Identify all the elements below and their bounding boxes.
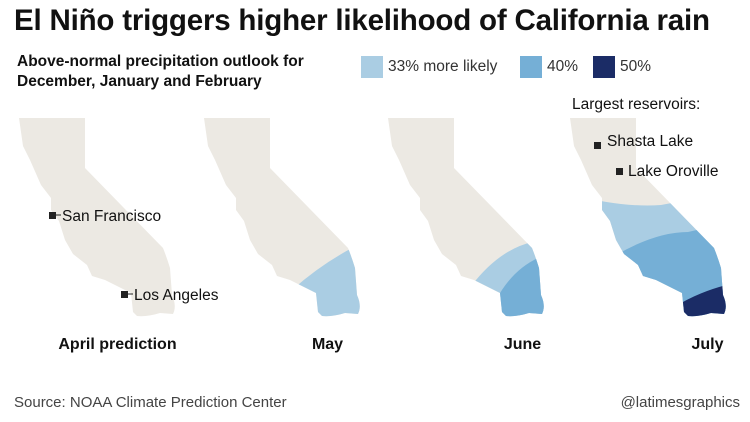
chart-title: El Niño triggers higher likelihood of Ca… — [14, 4, 710, 37]
panel-label-june: June — [503, 336, 542, 353]
city-marker-los-angeles — [121, 291, 128, 298]
legend-label-40: 40% — [547, 58, 579, 75]
map-panel-april: San Francisco Los Angeles — [19, 118, 219, 317]
reservoir-label-oroville: Lake Oroville — [628, 163, 718, 180]
legend-label-50: 50% — [620, 58, 652, 75]
legend-swatch-40 — [520, 56, 542, 78]
panel-label-may: May — [311, 336, 344, 353]
credit-link[interactable]: @latimesgraphics — [620, 394, 740, 411]
legend-swatch-50 — [593, 56, 615, 78]
legend-swatch-33 — [361, 56, 383, 78]
legend-item-50: 50% — [593, 56, 651, 78]
map-panel-july: Shasta Lake Lake Oroville — [570, 118, 726, 317]
map-panel-may — [204, 118, 360, 317]
city-label-los-angeles: Los Angeles — [134, 287, 219, 304]
legend-item-33: 33% more likely — [361, 56, 497, 78]
city-marker-san-francisco — [49, 212, 56, 219]
subtitle-line-1: Above-normal precipitation outlook for — [17, 53, 304, 70]
panel-label-july: July — [691, 336, 724, 353]
source-note: Source: NOAA Climate Prediction Center — [14, 394, 287, 411]
legend-item-40: 40% — [520, 56, 578, 78]
map-panel-june — [388, 118, 544, 317]
reservoirs-heading: Largest reservoirs: — [572, 96, 701, 113]
legend-label-33: 33% more likely — [388, 58, 498, 75]
chart-subtitle: Above-normal precipitation outlook for D… — [17, 52, 304, 92]
reservoir-marker-shasta — [594, 142, 601, 149]
panel-label-april: April prediction — [58, 336, 177, 353]
city-label-san-francisco: San Francisco — [62, 208, 161, 225]
reservoir-label-shasta: Shasta Lake — [607, 133, 693, 150]
reservoir-marker-oroville — [616, 168, 623, 175]
subtitle-line-2: December, January and February — [17, 73, 262, 90]
